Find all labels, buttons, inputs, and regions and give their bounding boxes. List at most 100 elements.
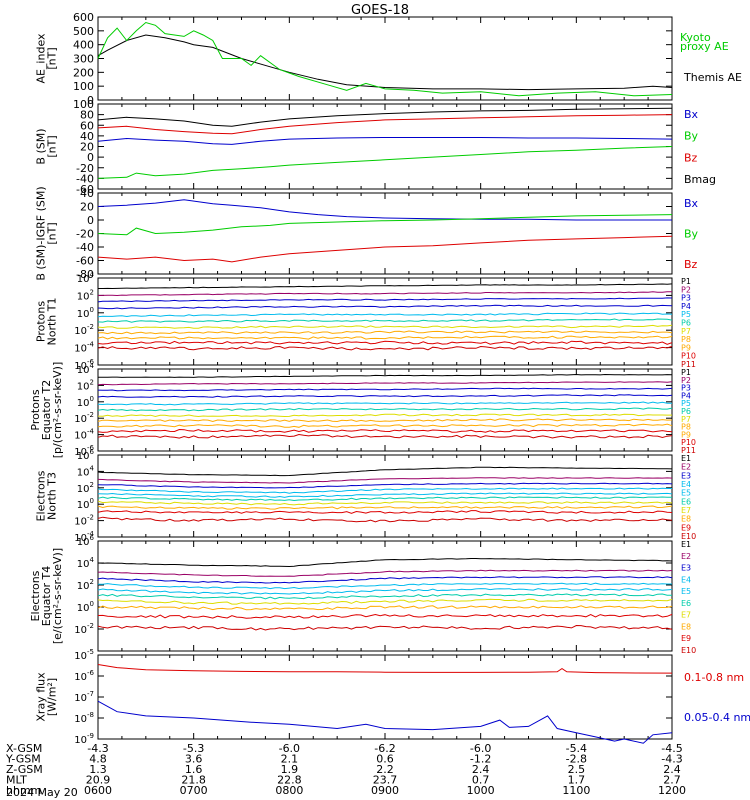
series-p5 (97, 401, 672, 406)
ephemeris-value: -1.2 (470, 753, 491, 766)
y-tick-label: 10-7 (74, 690, 94, 704)
legend-entry: P2 (681, 285, 691, 294)
series-bx (97, 199, 672, 221)
series-e4 (97, 487, 672, 494)
y-tick-label: 0 (87, 151, 94, 164)
series-p1 (98, 283, 673, 290)
ephemeris-value: 21.8 (181, 774, 206, 787)
legend-entry: Bz (684, 151, 698, 164)
legend-entry: E3 (681, 471, 691, 480)
series-p6 (97, 407, 673, 412)
legend-entry: P6 (681, 407, 691, 416)
y-axis-label: Electrons (35, 470, 48, 521)
series-e8 (97, 505, 673, 510)
series-e5 (97, 492, 673, 498)
ephemeris-value: 2.4 (663, 763, 681, 776)
legend-entry: By (684, 130, 699, 143)
y-tick-label: 40 (80, 130, 94, 143)
legend-entry: E1 (681, 454, 691, 463)
legend-entry: P6 (681, 319, 691, 328)
legend-entry: Bx (684, 197, 699, 210)
ephemeris-value: -4.3 (661, 753, 682, 766)
series-e9 (97, 613, 673, 619)
legend-entry: E6 (681, 599, 691, 608)
y-tick-label: 100 (77, 395, 94, 409)
legend-entry: P4 (681, 391, 691, 400)
ephemeris-value: 2.2 (376, 763, 394, 776)
series-e5 (97, 588, 673, 595)
legend-entry: E7 (681, 506, 691, 515)
y-axis-label: B (SM)-IGRF (SM) (35, 186, 48, 280)
series-p4 (97, 304, 673, 310)
ephemeris-value: -6.2 (374, 742, 395, 755)
ephemeris-value: 0800 (275, 784, 303, 797)
y-axis-label: North T1 (46, 298, 59, 346)
legend-entry: E8 (681, 515, 691, 524)
ephemeris-row-label: Y-GSM (5, 753, 41, 766)
legend-entry: E3 (681, 564, 691, 573)
legend-entry: P10 (681, 352, 696, 361)
series-p8 (97, 330, 673, 335)
series-e3 (97, 576, 673, 584)
ephemeris-value: 2.7 (663, 774, 681, 787)
date-label: 2024 May 20 (6, 786, 78, 799)
y-tick-label: 0 (87, 214, 94, 227)
y-tick-label: 104 (77, 362, 95, 376)
legend-entry: E2 (681, 463, 691, 472)
y-axis-label: [nT] (46, 222, 59, 244)
y-axis-label: Electrons (29, 570, 42, 621)
legend-entry: P5 (681, 310, 691, 319)
y-tick-label: 106 (77, 534, 95, 548)
y-tick-label: 0 (87, 94, 94, 107)
y-tick-label: 106 (77, 448, 95, 462)
series-p7 (97, 413, 672, 418)
series-p3 (97, 297, 673, 303)
legend-entry: E1 (681, 540, 691, 549)
ephemeris-value: 2.5 (568, 763, 586, 776)
ephemeris-value: 0900 (371, 784, 399, 797)
y-tick-label: 102 (77, 378, 94, 392)
y-tick-label: -60 (76, 183, 94, 196)
y-tick-label: 80 (80, 109, 94, 122)
y-axis-label: [nT] (46, 135, 59, 157)
legend-entry: E5 (681, 587, 691, 596)
ephemeris-value: -6.0 (470, 742, 491, 755)
legend-entry: By (684, 228, 699, 241)
series-p2 (97, 291, 673, 297)
panel-frame (97, 654, 673, 740)
panel-frame (97, 103, 673, 190)
y-tick-label: 10-2 (74, 411, 94, 425)
legend-entry: P7 (681, 415, 691, 424)
series-e10 (97, 624, 673, 631)
ephemeris-value: -4.5 (661, 742, 682, 755)
series-p4 (97, 394, 673, 398)
y-axis-label: [W/m²] (46, 678, 59, 716)
y-axis-label: Protons (35, 301, 48, 342)
ephemeris-value: -6.0 (279, 742, 300, 755)
legend-entry: 0.05-0.4 nm (684, 711, 750, 724)
legend-entry: P1 (681, 368, 691, 377)
y-tick-label: 102 (77, 288, 94, 302)
series-p5 (97, 312, 673, 318)
legend-entry: E10 (681, 532, 696, 541)
series-e3 (97, 482, 673, 489)
series-e8 (97, 605, 673, 611)
series-0-05-0-4-nm (97, 700, 673, 744)
y-tick-label: 600 (73, 11, 94, 24)
series-bx (97, 137, 673, 145)
y-tick-label: 100 (73, 80, 94, 93)
legend-entry: P8 (681, 423, 691, 432)
legend-entry: 0.1-0.8 nm (684, 671, 744, 684)
y-tick-label: 10-4 (74, 341, 94, 355)
legend-entry: P3 (681, 384, 691, 393)
legend-entry: E8 (681, 622, 691, 631)
ephemeris-value: 22.8 (277, 774, 302, 787)
y-tick-label: -40 (76, 172, 94, 185)
y-tick-label: 10-5 (74, 648, 94, 662)
legend-entry: P3 (681, 294, 691, 303)
y-tick-label: 100 (77, 306, 94, 320)
